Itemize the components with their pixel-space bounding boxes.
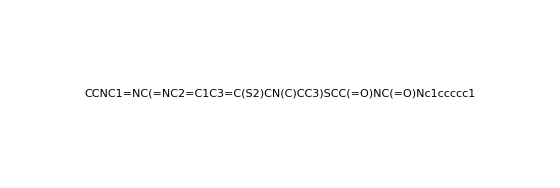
Text: CCNC1=NC(=NC2=C1C3=C(S2)CN(C)CC3)SCC(=O)NC(=O)Nc1ccccc1: CCNC1=NC(=NC2=C1C3=C(S2)CN(C)CC3)SCC(=O)… <box>85 89 475 99</box>
